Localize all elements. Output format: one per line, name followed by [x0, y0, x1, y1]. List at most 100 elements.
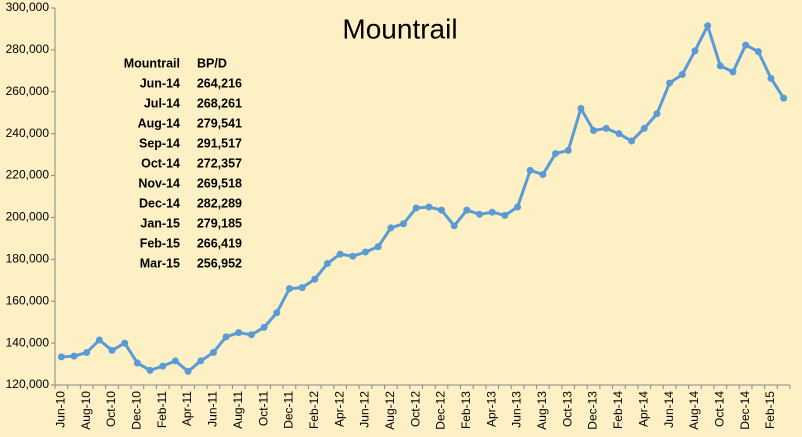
x-tick-label: Jun-14: [662, 391, 676, 428]
marker: [476, 210, 484, 218]
marker: [526, 166, 534, 174]
x-tick-label: Feb-11: [155, 391, 169, 428]
x-tick-label: Oct-10: [104, 391, 118, 427]
x-tick-label: Dec-12: [434, 391, 448, 430]
marker: [729, 68, 737, 76]
marker: [767, 74, 775, 82]
x-tick-label: Jun-12: [358, 391, 372, 428]
table-cell: Feb-15: [140, 236, 180, 250]
y-tick-label: 200,000: [6, 210, 50, 224]
marker: [57, 353, 65, 361]
table-cell: 256,952: [197, 256, 242, 270]
marker: [412, 204, 420, 212]
y-tick-label: 220,000: [6, 168, 50, 182]
x-tick-label: Feb-15: [763, 391, 777, 429]
marker: [222, 333, 230, 341]
marker: [121, 339, 129, 347]
table-header: Mountrail: [124, 56, 180, 70]
marker: [577, 105, 585, 113]
marker: [209, 349, 217, 357]
x-tick-label: Feb-12: [307, 391, 321, 429]
x-tick-label: Oct-13: [560, 391, 574, 427]
table-cell: 264,216: [197, 76, 242, 90]
table-cell: 279,541: [197, 116, 242, 130]
marker: [387, 224, 395, 232]
table-cell: 272,357: [197, 156, 242, 170]
table-cell: 266,419: [197, 236, 242, 250]
x-tick-label: Aug-11: [231, 391, 245, 429]
marker: [70, 352, 78, 360]
marker: [438, 206, 446, 214]
table-cell: 279,185: [197, 216, 242, 230]
table-cell: 269,518: [197, 176, 242, 190]
marker: [311, 275, 319, 283]
table-cell: 291,517: [197, 136, 242, 150]
table-cell: Mar-15: [140, 256, 180, 270]
x-tick-label: Aug-10: [79, 391, 93, 430]
marker: [628, 137, 636, 145]
marker: [615, 130, 623, 138]
marker: [691, 47, 699, 55]
marker: [780, 94, 788, 102]
marker: [361, 248, 369, 256]
x-tick-label: Aug-14: [687, 391, 701, 430]
line: [61, 21, 785, 374]
x-tick-label: Jun-11: [206, 391, 220, 427]
table-header: BP/D: [197, 56, 227, 70]
marker: [716, 62, 724, 70]
x-tick-label: Aug-12: [383, 391, 397, 430]
marker: [678, 70, 686, 78]
x-tick-label: Dec-13: [586, 391, 600, 430]
table-cell: Jun-14: [140, 76, 180, 90]
marker: [298, 284, 306, 292]
table-cell: Jul-14: [144, 96, 180, 110]
marker: [83, 349, 91, 357]
table-cell: Oct-14: [141, 156, 180, 170]
x-tick-label: Oct-11: [256, 391, 270, 426]
marker: [704, 22, 712, 30]
table-cell: Nov-14: [138, 176, 180, 190]
marker: [666, 79, 674, 87]
marker: [273, 309, 281, 317]
x-tick-label: Apr-14: [636, 391, 650, 427]
table-cell: Dec-14: [139, 196, 180, 210]
marker: [653, 110, 661, 118]
marker: [463, 206, 471, 214]
x-tick-label: Dec-10: [130, 391, 144, 430]
y-tick-label: 300,000: [6, 0, 50, 14]
table-cell: 282,289: [197, 196, 242, 210]
marker: [374, 243, 382, 251]
table-cell: Sep-14: [139, 136, 180, 150]
marker: [133, 359, 141, 367]
marker: [742, 41, 750, 49]
marker: [247, 331, 255, 339]
marker: [754, 48, 762, 56]
marker: [602, 124, 610, 132]
marker: [171, 357, 179, 365]
x-tick-label: Dec-11: [282, 391, 296, 429]
y-tick-label: 120,000: [6, 377, 50, 391]
table-cell: 268,261: [197, 96, 242, 110]
y-tick-label: 180,000: [6, 252, 50, 266]
marker: [260, 323, 268, 331]
marker: [514, 203, 522, 211]
y-tick-label: 240,000: [6, 126, 50, 140]
y-tick-label: 280,000: [6, 42, 50, 56]
marker: [590, 127, 598, 135]
marker: [159, 362, 167, 370]
marker: [349, 252, 357, 260]
x-tick-label: Feb-13: [459, 391, 473, 429]
marker: [323, 260, 331, 268]
x-tick-label: Oct-14: [712, 391, 726, 427]
marker: [184, 367, 192, 375]
marker: [146, 366, 154, 374]
x-tick-label: Apr-11: [180, 391, 194, 426]
x-tick-label: Apr-13: [484, 391, 498, 427]
marker: [425, 203, 433, 211]
marker: [501, 211, 509, 219]
x-tick-label: Jun-10: [54, 391, 68, 428]
x-tick-label: Apr-12: [332, 391, 346, 427]
marker: [552, 150, 560, 158]
